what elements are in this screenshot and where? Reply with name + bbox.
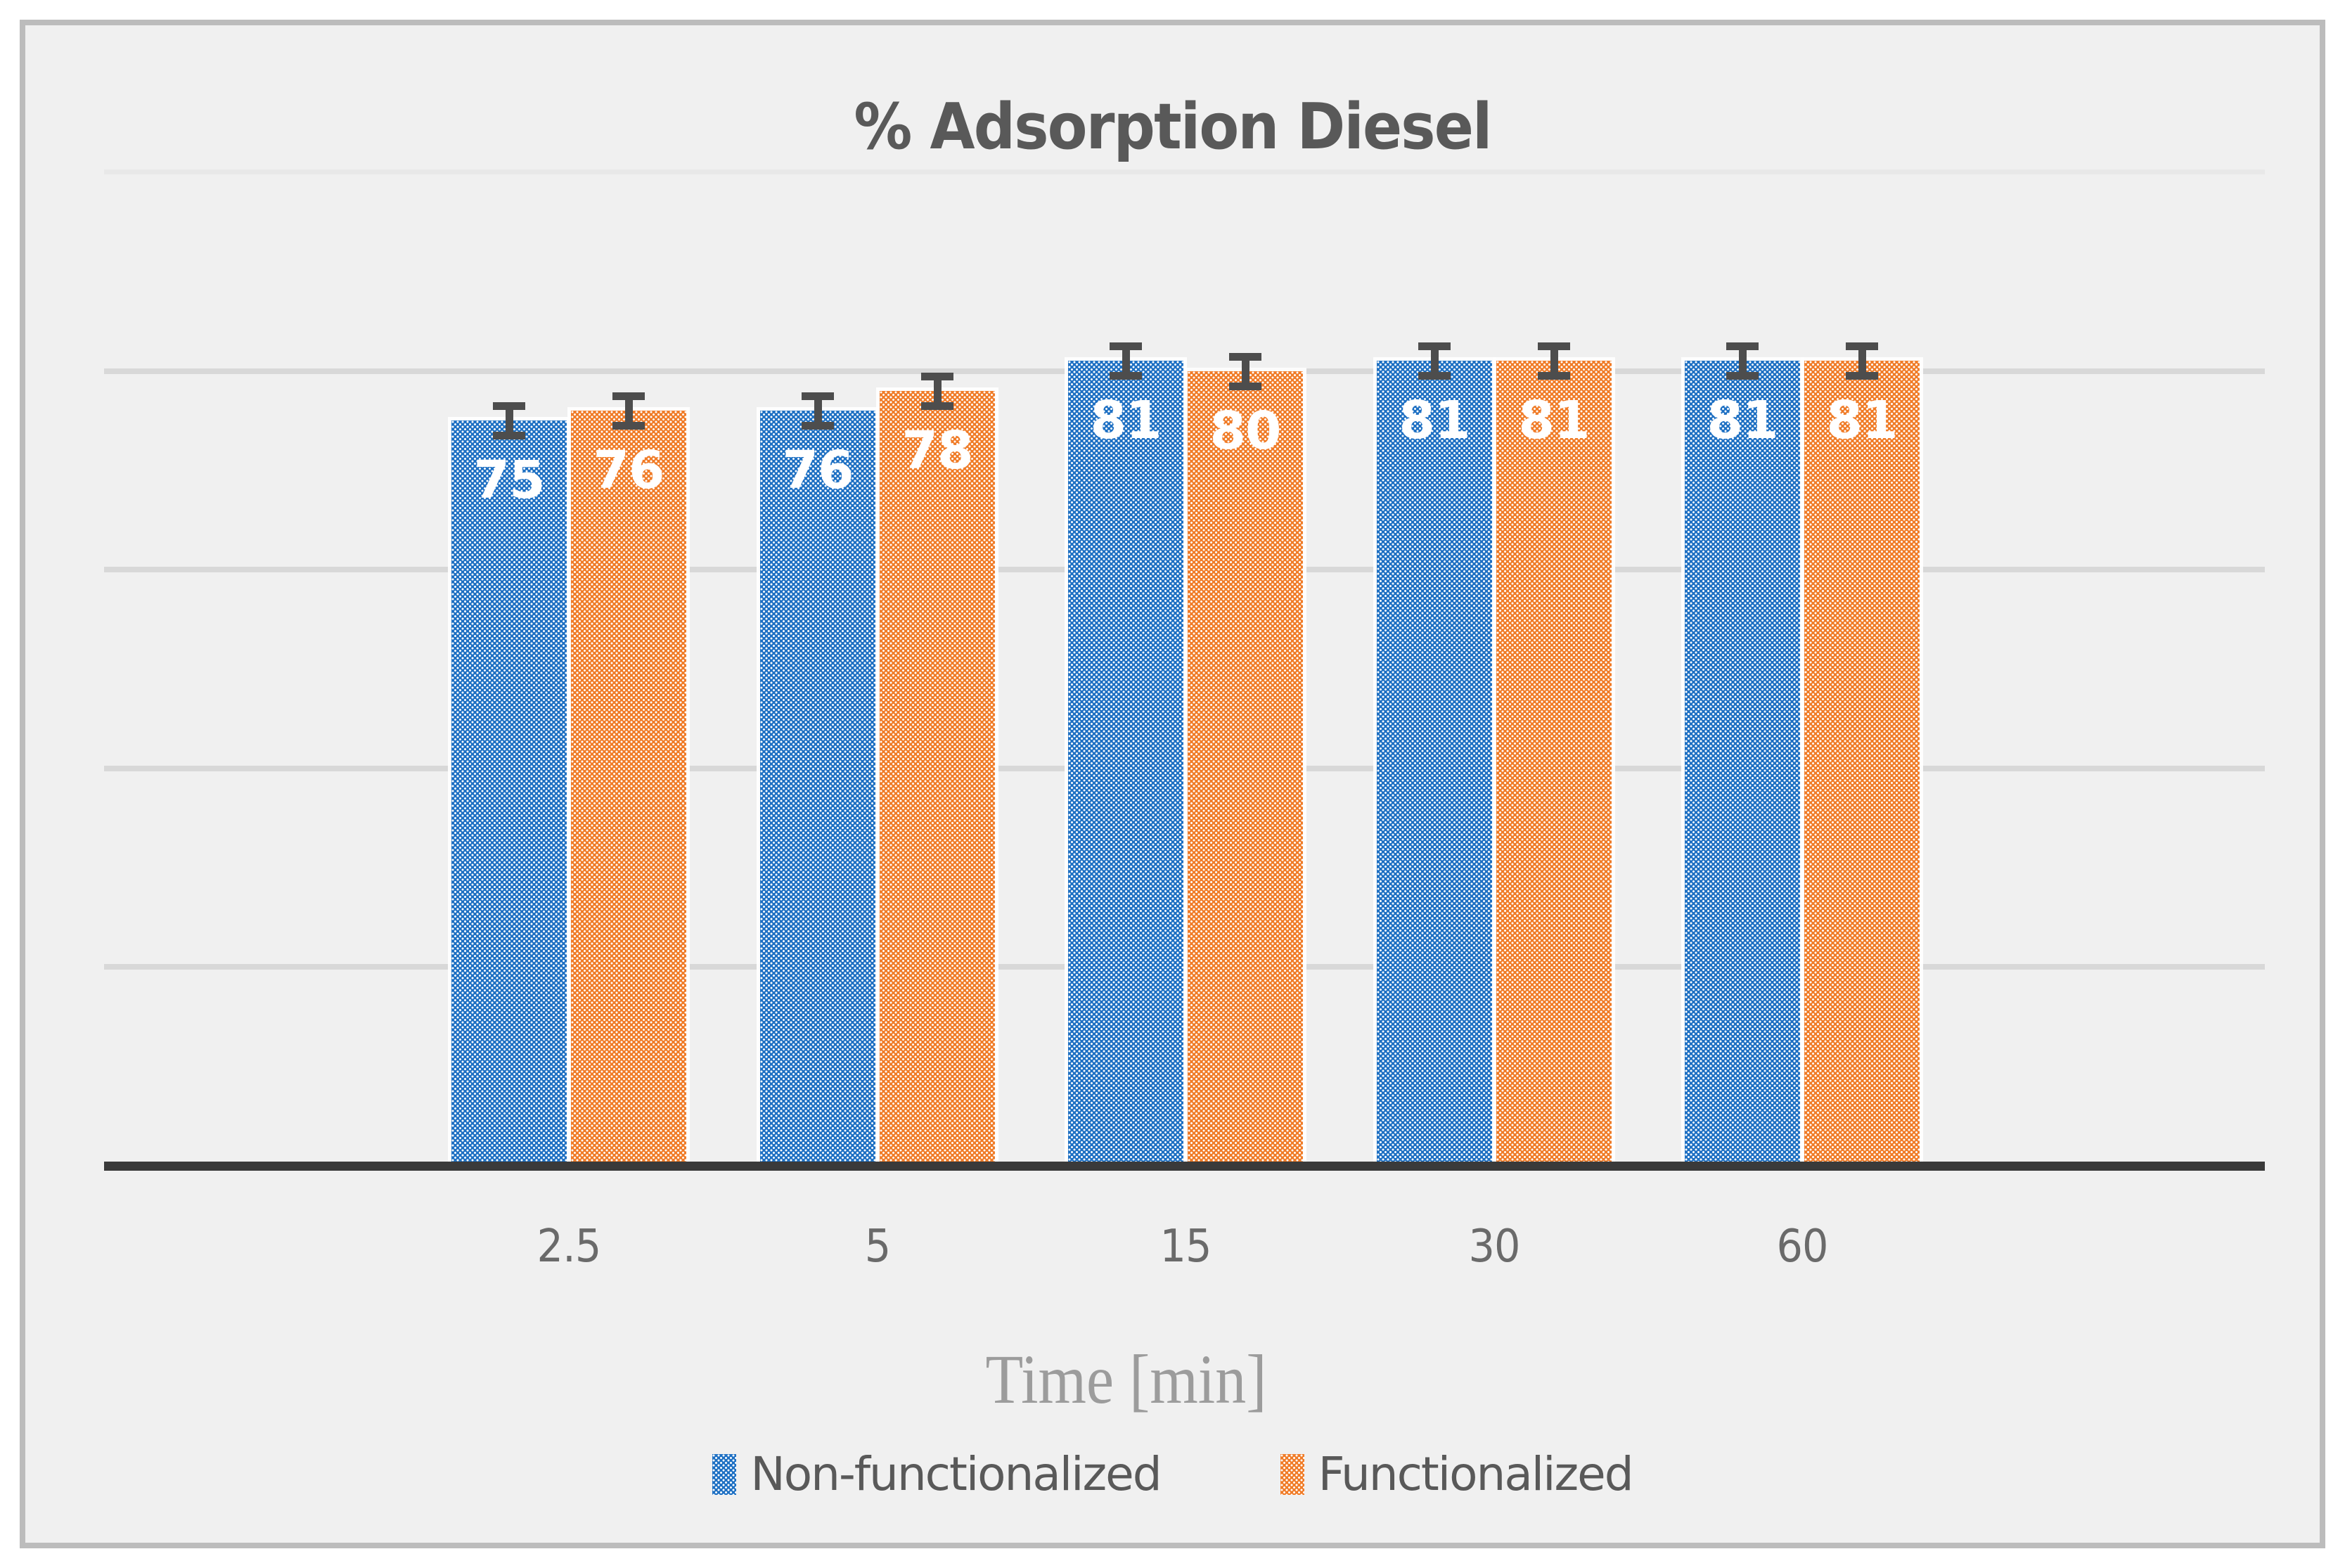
error-bar-stem [624,392,633,430]
x-tick-label-30: 30 [1468,1221,1520,1273]
legend: Non-functionalized Functionalized [25,1447,2320,1501]
error-bar [1229,353,1261,390]
bar-non-functionalized-2.5 [451,420,567,1166]
error-bar [1846,342,1878,380]
error-bar [921,373,953,410]
error-bar [493,402,525,439]
bar-value-label: 76 [782,440,854,501]
error-bar [1726,342,1759,380]
bar-non-functionalized-15 [1068,361,1183,1166]
error-bar [802,392,834,430]
bar-functionalized-60 [1804,361,1920,1166]
error-bar-bottom-cap [802,422,834,430]
gridline-y20 [104,964,2265,970]
chart-card: % Adsorption Diesel Time [min] Non-funct… [20,20,2325,1548]
legend-item-functionalized: Functionalized [1280,1447,1634,1501]
legend-swatch [712,1453,737,1495]
error-bar-bottom-cap [1538,372,1570,380]
error-bar-stem [1738,342,1747,380]
bar-value-label: 81 [1399,390,1471,451]
error-bar-stem [814,392,822,430]
error-bar [1418,342,1451,380]
error-bar-bottom-cap [493,432,525,439]
error-bar-bottom-cap [1418,372,1451,380]
error-bar-stem [1550,342,1558,380]
bar-value-label: 76 [593,440,665,501]
error-bar-stem [1430,342,1439,380]
error-bar-stem [933,373,942,410]
bar-functionalized-5 [880,391,995,1166]
error-bar-stem [505,402,513,439]
error-bar-bottom-cap [1229,383,1261,390]
legend-label: Non-functionalized [750,1447,1162,1501]
gridline-y40 [104,766,2265,771]
bar-non-functionalized-5 [760,411,875,1166]
bar-value-label: 78 [901,420,974,481]
bar-functionalized-15 [1188,371,1303,1166]
bar-functionalized-30 [1496,361,1612,1166]
bar-value-label: 81 [1518,390,1591,451]
error-bar-stem [1858,342,1866,380]
error-bar-bottom-cap [1110,372,1142,380]
bar-non-functionalized-60 [1685,361,1800,1166]
error-bar-bottom-cap [1846,372,1878,380]
bar-value-label: 80 [1209,401,1282,461]
error-bar [1538,342,1570,380]
legend-label: Functionalized [1318,1447,1634,1501]
x-tick-label-5: 5 [864,1221,891,1273]
gridline-y80 [104,368,2265,374]
x-tick-label-60: 60 [1776,1221,1828,1273]
bar-functionalized-2.5 [571,411,686,1166]
error-bar [612,392,645,430]
x-axis-title: Time [min] [985,1340,1267,1418]
bar-value-label: 81 [1826,390,1899,451]
error-bar-stem [1241,353,1249,390]
bar-value-label: 75 [473,450,546,510]
gridline-y100 [104,169,2265,174]
chart-title: % Adsorption Diesel [854,90,1492,164]
legend-swatch [1280,1453,1304,1495]
x-tick-label-2.5: 2.5 [537,1221,602,1273]
error-bar [1110,342,1142,380]
bar-non-functionalized-30 [1377,361,1492,1166]
error-bar-bottom-cap [1726,372,1759,380]
error-bar-stem [1122,342,1130,380]
legend-item-non-functionalized: Non-functionalized [712,1447,1162,1501]
x-axis-line [104,1162,2265,1171]
bar-value-label: 81 [1707,390,1779,451]
error-bar-bottom-cap [921,402,953,410]
x-tick-label-15: 15 [1159,1221,1212,1273]
error-bar-bottom-cap [612,422,645,430]
gridline-y60 [104,567,2265,572]
bar-value-label: 81 [1090,390,1162,451]
